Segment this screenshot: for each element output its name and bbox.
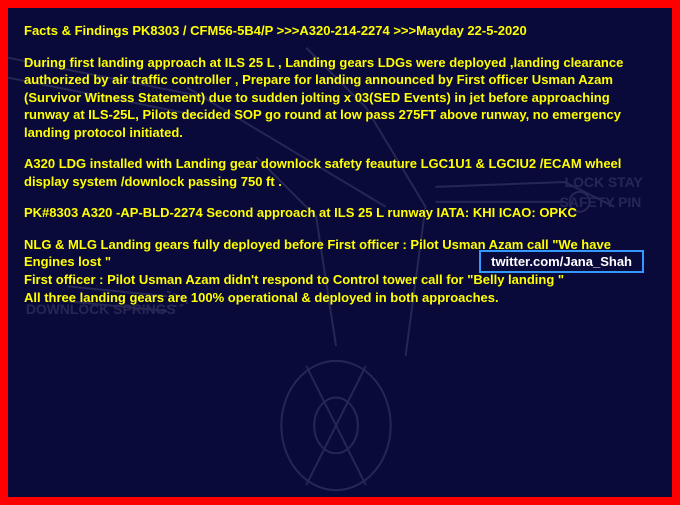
paragraph-1: During first landing approach at ILS 25 … xyxy=(24,54,656,142)
paragraph-2: A320 LDG installed with Landing gear dow… xyxy=(24,155,656,190)
paragraph-6: All three landing gears are 100% operati… xyxy=(24,289,656,307)
header-title: Facts & Findings PK8303 / CFM56-5B4/P >>… xyxy=(24,22,656,40)
paragraph-5: First officer : Pilot Usman Azam didn't … xyxy=(24,271,656,289)
paragraph-3: PK#8303 A320 -AP-BLD-2274 Second approac… xyxy=(24,204,656,222)
credit-link[interactable]: twitter.com/Jana_Shah xyxy=(479,250,644,273)
info-panel: DOWNLOCK SPRINGS LOCK STAY SAFETY PIN Fa… xyxy=(6,6,674,499)
